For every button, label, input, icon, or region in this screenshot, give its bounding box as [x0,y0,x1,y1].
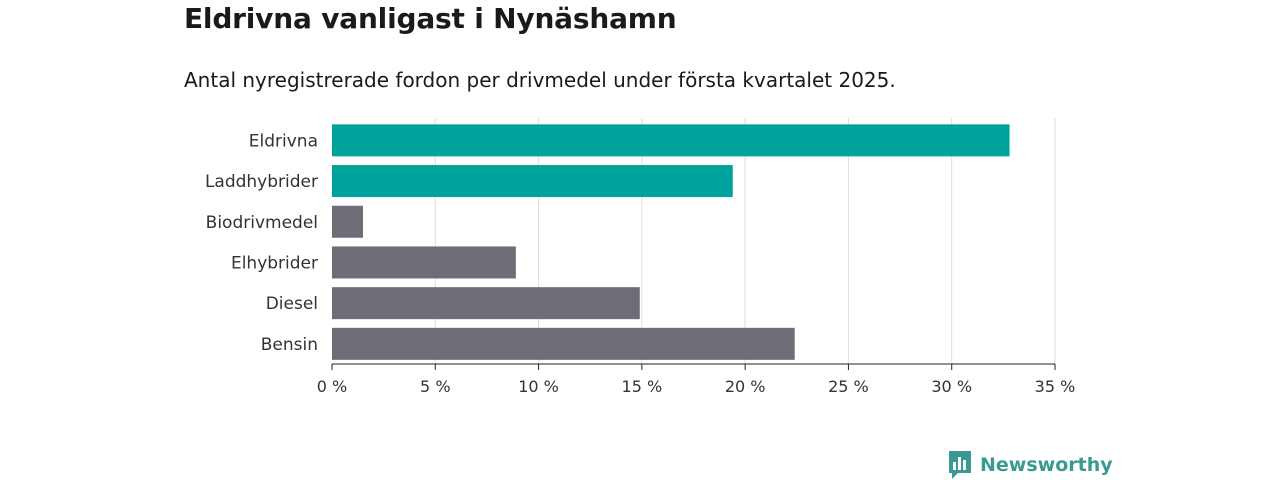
category-label: Elhybrider [231,253,318,273]
chart-subtitle: Antal nyregistrerade fordon per drivmede… [184,68,896,92]
bar-elhybrider [332,246,516,279]
bars [332,124,1010,360]
x-tick-label: 5 % [420,377,450,396]
grid-lines [434,118,1056,364]
x-tick-label: 10 % [518,377,559,396]
x-tick-label: 25 % [828,377,869,396]
bar-eldrivna [332,124,1010,157]
category-label: Bensin [261,335,318,355]
x-tick-label: 30 % [931,377,972,396]
category-label: Eldrivna [249,131,318,151]
x-tick-label: 15 % [622,377,663,396]
x-axis: 0 % 5 % 10 % 15 % 20 % 25 % 30 % 35 % [317,363,1076,396]
bar-biodrivmedel [332,205,363,238]
category-labels: Eldrivna Laddhybrider Biodrivmedel Elhybrid… [205,131,318,355]
x-tick-label: 20 % [725,377,766,396]
bar-laddhybrider [332,165,733,198]
x-tick-label: 35 % [1035,377,1076,396]
category-label: Biodrivmedel [206,213,318,233]
newsworthy-logo: Newsworthy [948,450,1113,480]
chart-title: Eldrivna vanligast i Nynäshamn [184,2,677,35]
brand-name: Newsworthy [980,454,1113,476]
category-label: Diesel [266,294,318,314]
bar-bensin [332,327,795,360]
x-tick-label: 0 % [317,377,347,396]
bar-chart-flag-icon [949,451,971,479]
bar-diesel [332,287,640,320]
category-label: Laddhybrider [205,172,318,192]
